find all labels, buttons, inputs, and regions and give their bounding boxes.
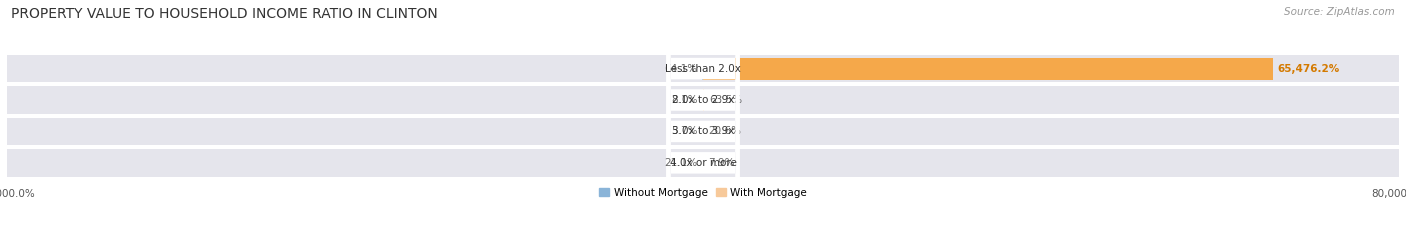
Text: 20.6%: 20.6% bbox=[709, 127, 741, 137]
Text: 5.7%: 5.7% bbox=[671, 127, 697, 137]
Bar bbox=[7, 118, 1399, 145]
Text: Source: ZipAtlas.com: Source: ZipAtlas.com bbox=[1284, 7, 1395, 17]
Text: 21.1%: 21.1% bbox=[665, 158, 697, 168]
FancyBboxPatch shape bbox=[666, 0, 740, 233]
Text: 3.0x to 3.9x: 3.0x to 3.9x bbox=[672, 127, 734, 137]
Bar bbox=[7, 86, 1399, 114]
Text: Less than 2.0x: Less than 2.0x bbox=[665, 64, 741, 74]
Bar bbox=[7, 55, 1399, 82]
Text: 65,476.2%: 65,476.2% bbox=[1278, 64, 1340, 74]
Text: 8.1%: 8.1% bbox=[671, 95, 697, 105]
Text: 4.0x or more: 4.0x or more bbox=[669, 158, 737, 168]
FancyBboxPatch shape bbox=[666, 0, 740, 233]
Text: 63.5%: 63.5% bbox=[709, 95, 742, 105]
Text: 2.0x to 2.9x: 2.0x to 2.9x bbox=[672, 95, 734, 105]
Text: 64.1%: 64.1% bbox=[664, 64, 697, 74]
Bar bbox=[7, 149, 1399, 177]
Bar bbox=[703, 58, 1272, 80]
Legend: Without Mortgage, With Mortgage: Without Mortgage, With Mortgage bbox=[595, 184, 811, 202]
Text: PROPERTY VALUE TO HOUSEHOLD INCOME RATIO IN CLINTON: PROPERTY VALUE TO HOUSEHOLD INCOME RATIO… bbox=[11, 7, 439, 21]
Text: 7.9%: 7.9% bbox=[709, 158, 735, 168]
FancyBboxPatch shape bbox=[666, 0, 740, 233]
FancyBboxPatch shape bbox=[666, 0, 740, 233]
